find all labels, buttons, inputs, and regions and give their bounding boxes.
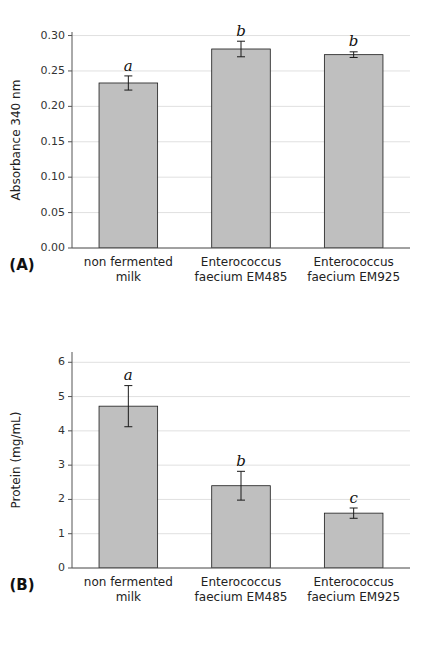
panel-label: (A)	[9, 256, 34, 274]
significance-letter: b	[236, 22, 246, 40]
marks	[99, 386, 383, 568]
panel: 0.00 0.05 0.10 0.15 0.20 0.25 0.30 a b b non ferme…	[9, 22, 411, 284]
y-axis-label: Absorbance 340 nm	[9, 80, 23, 201]
y-axis	[72, 352, 73, 568]
category-label: faecium EM485	[195, 590, 288, 604]
y-tick-label: 0.10	[41, 170, 66, 183]
y-tick-label: 0.05	[41, 206, 66, 219]
x-axis	[72, 248, 410, 249]
grid-line	[72, 362, 410, 363]
error-bar	[237, 471, 245, 500]
significance-letter: c	[349, 489, 358, 507]
y-tick-label: 4	[58, 424, 65, 437]
category-label: non fermented	[84, 255, 173, 269]
error-bar	[124, 76, 132, 90]
y-axis	[72, 32, 73, 248]
category-label: faecium EM485	[195, 270, 288, 284]
bar	[324, 513, 383, 568]
error-bar	[237, 41, 245, 57]
bar	[99, 406, 158, 568]
y-tick-label: 6	[58, 355, 65, 368]
significance-letter: b	[349, 32, 359, 50]
category-label: milk	[116, 270, 141, 284]
error-bar	[350, 52, 358, 58]
y-tick-label: 2	[58, 492, 65, 505]
y-tick	[68, 533, 72, 534]
y-tick-label: 3	[58, 458, 65, 471]
y-tick	[68, 430, 72, 431]
y-tick-label: 1	[58, 527, 65, 540]
panel: 0123456abcnon fermentedmilkEnterococcusf…	[9, 352, 411, 604]
panel-label: (B)	[9, 576, 34, 594]
category-label: faecium EM925	[307, 270, 400, 284]
grid-line	[72, 396, 410, 397]
y-tick	[68, 568, 72, 569]
y-tick	[68, 212, 72, 213]
y-tick-label: 0.30	[41, 29, 66, 42]
y-tick	[68, 362, 72, 363]
x-axis	[72, 568, 410, 569]
significance-letter: a	[124, 57, 133, 75]
y-tick-label: 0.20	[41, 99, 66, 112]
y-tick	[68, 106, 72, 107]
y-tick-label: 0	[58, 561, 65, 574]
bar	[99, 83, 158, 248]
y-tick	[68, 248, 72, 249]
error-bar	[124, 386, 132, 427]
y-tick	[68, 499, 72, 500]
category-label: Enterococcus	[201, 255, 281, 269]
y-tick-label: 5	[58, 390, 65, 403]
category-label: Enterococcus	[314, 575, 394, 589]
y-axis-label: Protein (mg/mL)	[9, 412, 23, 509]
y-tick	[68, 177, 72, 178]
y-tick	[68, 396, 72, 397]
grid-line	[72, 568, 410, 569]
figure: 0.00 0.05 0.10 0.15 0.20 0.25 0.30 a b b non ferme…	[0, 0, 423, 662]
bar	[324, 55, 383, 248]
error-bar	[350, 508, 358, 518]
marks	[99, 41, 383, 248]
y-tick-label: 0.25	[41, 64, 66, 77]
y-tick	[68, 35, 72, 36]
y-tick	[68, 141, 72, 142]
category-label: Enterococcus	[314, 255, 394, 269]
bar	[212, 49, 271, 248]
significance-letter: b	[236, 452, 246, 470]
y-tick-label: 0.00	[41, 241, 66, 254]
category-label: faecium EM925	[307, 590, 400, 604]
y-tick	[68, 70, 72, 71]
y-tick-label: 0.15	[41, 135, 66, 148]
y-tick	[68, 465, 72, 466]
significance-letter: a	[124, 366, 133, 384]
category-label: milk	[116, 590, 141, 604]
category-label: Enterococcus	[201, 575, 281, 589]
grid-line	[72, 248, 410, 249]
category-label: non fermented	[84, 575, 173, 589]
